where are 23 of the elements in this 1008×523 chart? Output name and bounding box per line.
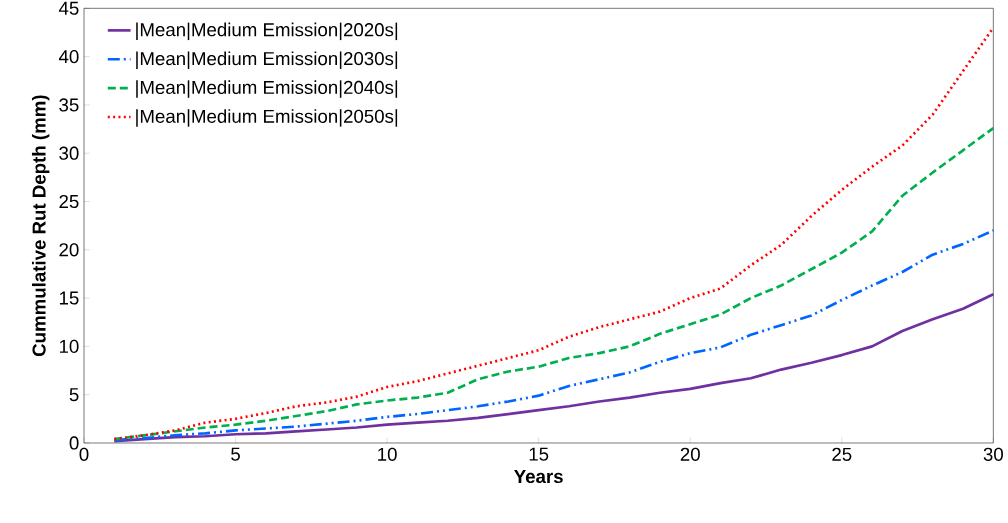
y-axis-title: Cummulative Rut Depth (mm) bbox=[31, 95, 50, 357]
x-tick-label: 20 bbox=[680, 447, 700, 461]
x-tick-label: 5 bbox=[231, 447, 240, 461]
y-tick-label: 25 bbox=[59, 194, 79, 209]
y-tick-label: 20 bbox=[59, 243, 79, 257]
y-tick-label: 5 bbox=[69, 388, 79, 402]
legend-label: |Mean|Medium Emission|2050s| bbox=[136, 109, 398, 127]
legend-label: |Mean|Medium Emission|2030s| bbox=[136, 51, 398, 69]
y-tick-label: 35 bbox=[59, 98, 79, 112]
y-tick-label: 40 bbox=[58, 50, 79, 64]
y-tick-label: 45 bbox=[58, 1, 79, 15]
y-tick-label: 0 bbox=[69, 436, 79, 450]
y-tick-label: 15 bbox=[59, 291, 79, 305]
x-tick-label: 10 bbox=[378, 447, 397, 461]
y-tick-label: 30 bbox=[59, 146, 79, 160]
y-tick-label: 10 bbox=[59, 339, 79, 354]
x-axis-title: Years bbox=[514, 470, 563, 484]
x-tick-label: 25 bbox=[832, 447, 852, 461]
legend-label: |Mean|Medium Emission|2040s| bbox=[136, 80, 398, 98]
legend-label: |Mean|Medium Emission|2020s| bbox=[136, 22, 398, 41]
x-tick-label: 0 bbox=[79, 447, 89, 461]
x-tick-label: 15 bbox=[529, 447, 549, 461]
x-tick-label: 30 bbox=[983, 447, 1003, 461]
